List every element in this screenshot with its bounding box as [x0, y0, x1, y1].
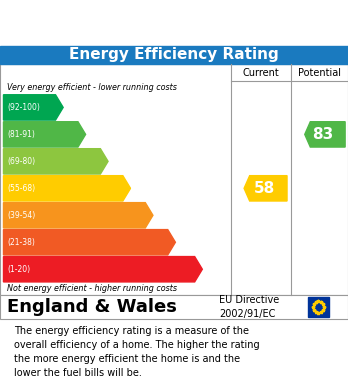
Text: (55-68): (55-68) [8, 184, 36, 193]
Text: C: C [108, 154, 119, 169]
Text: (1-20): (1-20) [8, 265, 31, 274]
Text: (21-38): (21-38) [8, 238, 35, 247]
Text: The energy efficiency rating is a measure of the
overall efficiency of a home. T: The energy efficiency rating is a measur… [14, 326, 260, 378]
Bar [0, 64, 348, 295]
Text: B: B [86, 127, 96, 142]
Text: Energy Efficiency Rating: Energy Efficiency Rating [69, 47, 279, 63]
FancyArrow shape [305, 122, 345, 147]
FancyArrow shape [3, 230, 175, 255]
Bar [308, 297, 329, 317]
Text: D: D [130, 181, 142, 196]
FancyArrow shape [3, 203, 153, 228]
FancyArrow shape [3, 256, 202, 282]
Text: Current: Current [243, 68, 279, 78]
Text: F: F [176, 235, 185, 249]
Text: 58: 58 [254, 181, 275, 196]
FancyArrow shape [3, 149, 108, 174]
Text: Not energy efficient - higher running costs: Not energy efficient - higher running co… [7, 285, 177, 294]
FancyArrow shape [3, 95, 63, 120]
FancyArrow shape [244, 176, 287, 201]
Text: Potential: Potential [298, 68, 341, 78]
Text: (39-54): (39-54) [8, 211, 36, 220]
Bar [0, 46, 348, 64]
Text: G: G [202, 262, 213, 276]
FancyArrow shape [3, 176, 130, 201]
Text: (69-80): (69-80) [8, 157, 36, 166]
Text: England & Wales: England & Wales [7, 298, 177, 316]
Text: 83: 83 [312, 127, 333, 142]
FancyArrow shape [3, 122, 86, 147]
Text: EU Directive
2002/91/EC: EU Directive 2002/91/EC [219, 295, 279, 319]
Text: A: A [63, 100, 74, 115]
Bar [0, 295, 348, 319]
Text: E: E [153, 208, 163, 222]
Text: Very energy efficient - lower running costs: Very energy efficient - lower running co… [7, 83, 177, 92]
Text: (81-91): (81-91) [8, 130, 35, 139]
Text: (92-100): (92-100) [8, 103, 40, 112]
